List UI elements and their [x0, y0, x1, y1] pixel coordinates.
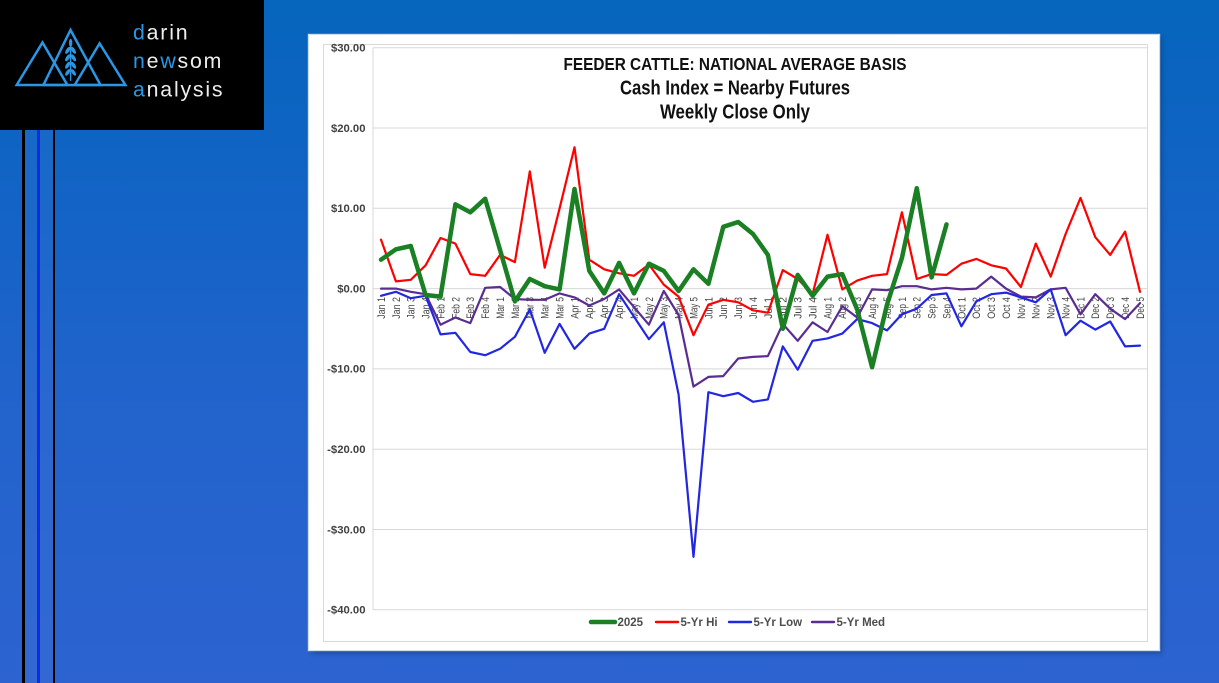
- svg-text:2025: 2025: [618, 617, 644, 629]
- svg-text:Feb 3: Feb 3: [465, 297, 477, 319]
- svg-text:Jun 4: Jun 4: [748, 297, 760, 319]
- svg-text:Jul 3: Jul 3: [793, 297, 805, 319]
- svg-text:Aug 1: Aug 1: [822, 297, 834, 319]
- svg-text:Mar 4: Mar 4: [540, 297, 552, 319]
- svg-text:Feb 1: Feb 1: [435, 297, 447, 319]
- svg-text:Mar 1: Mar 1: [495, 297, 507, 319]
- svg-text:Nov 1: Nov 1: [1016, 297, 1028, 319]
- svg-text:Apr 3: Apr 3: [599, 297, 611, 319]
- svg-text:5-Yr Hi: 5-Yr Hi: [681, 617, 718, 629]
- svg-text:May 3: May 3: [659, 297, 671, 319]
- svg-text:Oct 2: Oct 2: [971, 297, 983, 319]
- svg-text:Dec 5: Dec 5: [1135, 297, 1147, 319]
- svg-text:Cash Index = Nearby Futures: Cash Index = Nearby Futures: [620, 76, 850, 99]
- svg-text:Feb 4: Feb 4: [480, 297, 492, 319]
- svg-text:Dec 2: Dec 2: [1090, 297, 1102, 319]
- svg-text:Sep 1: Sep 1: [897, 297, 909, 319]
- svg-text:Jun 3: Jun 3: [733, 297, 745, 319]
- svg-text:5-Yr Med: 5-Yr Med: [837, 617, 886, 629]
- svg-text:Apr 4: Apr 4: [614, 297, 626, 319]
- svg-text:-$20.00: -$20.00: [327, 444, 365, 456]
- svg-text:Dec 1: Dec 1: [1075, 297, 1087, 319]
- svg-text:Jun 2: Jun 2: [718, 297, 730, 319]
- svg-text:Mar 5: Mar 5: [555, 297, 567, 319]
- svg-text:Mar 2: Mar 2: [510, 297, 522, 319]
- svg-text:-$40.00: -$40.00: [327, 605, 365, 617]
- svg-text:$0.00: $0.00: [337, 283, 365, 295]
- svg-text:FEEDER CATTLE: NATIONAL AVERAG: FEEDER CATTLE: NATIONAL AVERAGE BASIS: [564, 54, 907, 74]
- svg-text:darin: darin: [133, 21, 189, 45]
- svg-text:Oct 1: Oct 1: [956, 297, 968, 319]
- svg-text:Jul 4: Jul 4: [808, 297, 820, 319]
- svg-text:-$30.00: -$30.00: [327, 524, 365, 536]
- svg-text:Dec 3: Dec 3: [1105, 297, 1117, 319]
- svg-text:Jan 1: Jan 1: [376, 297, 388, 319]
- svg-text:newsom: newsom: [133, 49, 223, 73]
- svg-text:Weekly Close Only: Weekly Close Only: [660, 100, 810, 123]
- svg-text:Aug 4: Aug 4: [867, 297, 879, 319]
- svg-text:$30.00: $30.00: [331, 43, 366, 55]
- svg-text:Oct 3: Oct 3: [986, 297, 998, 319]
- svg-text:analysis: analysis: [133, 78, 224, 102]
- svg-text:Sep 3: Sep 3: [927, 297, 939, 319]
- svg-text:$10.00: $10.00: [331, 203, 366, 215]
- svg-text:Apr 1: Apr 1: [569, 297, 581, 319]
- svg-text:Apr 2: Apr 2: [584, 297, 596, 319]
- svg-text:Feb 2: Feb 2: [450, 297, 462, 319]
- svg-text:5-Yr Low: 5-Yr Low: [754, 617, 803, 629]
- svg-text:-$10.00: -$10.00: [327, 364, 365, 376]
- svg-text:Jan 2: Jan 2: [391, 297, 403, 319]
- svg-text:Sep 4: Sep 4: [941, 297, 953, 319]
- svg-text:May 5: May 5: [688, 297, 700, 319]
- svg-text:Jan 3: Jan 3: [406, 297, 418, 319]
- svg-text:Jun 1: Jun 1: [703, 297, 715, 319]
- svg-text:$20.00: $20.00: [331, 123, 366, 135]
- svg-text:Nov 4: Nov 4: [1061, 297, 1073, 319]
- svg-text:Oct 4: Oct 4: [1001, 297, 1013, 319]
